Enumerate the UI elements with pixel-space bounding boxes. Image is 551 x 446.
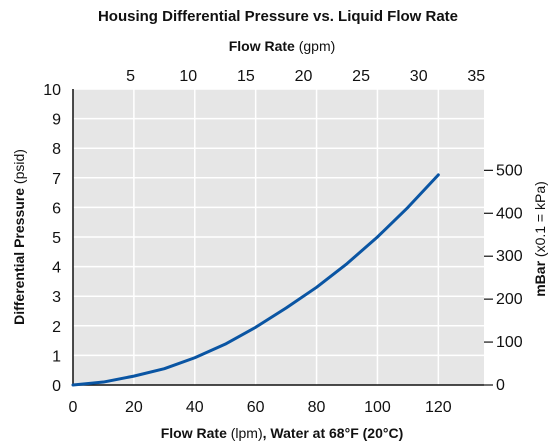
y-tick-label: 0 [52, 378, 61, 395]
chart-title: Housing Differential Pressure vs. Liquid… [98, 8, 458, 25]
right-tick-label: 200 [496, 291, 523, 308]
plot-area [71, 88, 484, 387]
top-tick-label: 15 [237, 68, 255, 85]
right-tick-label: 0 [496, 377, 505, 394]
y-tick-label: 3 [52, 289, 61, 306]
top-tick-label: 5 [126, 68, 135, 85]
y-axis-label: Differential Pressure (psid) [11, 149, 27, 325]
y-tick-label: 5 [52, 230, 61, 247]
right-tick-label: 500 [496, 162, 523, 179]
y-tick-label: 8 [52, 141, 61, 158]
x-tick-label: 100 [364, 399, 391, 416]
x-tick-label: 120 [425, 399, 452, 416]
x-tick-label: 40 [186, 399, 204, 416]
y-tick-label: 6 [52, 200, 61, 217]
top-tick-label: 30 [410, 68, 428, 85]
y-tick-label: 4 [52, 260, 61, 277]
right-tick-label: 100 [496, 334, 523, 351]
right-tick-label: 400 [496, 205, 523, 222]
x-tick-label: 60 [247, 399, 265, 416]
right-axis-label: mBar (x0.1 = kPa) [532, 181, 548, 297]
y-tick-label: 10 [43, 82, 61, 99]
x-tick-label: 0 [69, 399, 78, 416]
x-tick-label: 80 [308, 399, 326, 416]
y-tick-label: 2 [52, 319, 61, 336]
top-tick-label: 25 [352, 68, 370, 85]
y-tick-label: 7 [52, 171, 61, 188]
top-axis-label: Flow Rate (gpm) [229, 38, 336, 54]
x-axis-label: Flow Rate (lpm), Water at 68°F (20°C) [161, 425, 404, 441]
y-tick-label: 9 [52, 112, 61, 129]
top-tick-label: 35 [467, 68, 485, 85]
x-tick-label: 20 [125, 399, 143, 416]
y-tick-label: 1 [52, 348, 61, 365]
top-tick-label: 20 [295, 68, 313, 85]
top-tick-label: 10 [179, 68, 197, 85]
right-tick-label: 300 [496, 248, 523, 265]
series-line [71, 173, 440, 387]
